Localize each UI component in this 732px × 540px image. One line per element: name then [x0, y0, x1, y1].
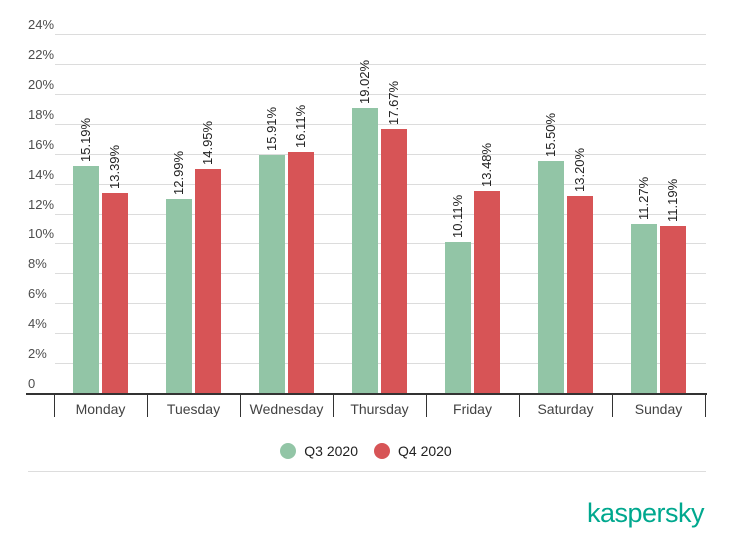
y-axis-label: 24% [28, 17, 55, 32]
y-axis-label: 10% [28, 226, 55, 242]
bar-value-label: 17.67% [385, 80, 401, 125]
gridline [55, 93, 706, 95]
bar-value-label: 11.19% [664, 178, 680, 222]
x-axis-tick [147, 393, 148, 417]
x-axis-tick [333, 393, 334, 417]
plot-area: 0 2% 4% 6% 8% 10% 12% 14% 16% 18% 20% 22% 24% 15.19% 1… [26, 17, 707, 417]
x-axis-line [26, 393, 707, 395]
x-axis-label-sunday: Sunday [634, 401, 683, 417]
bar-value-label: 13.20% [571, 147, 587, 192]
x-axis-label-thursday: Thursday [350, 401, 409, 417]
bar-q3-2020-tuesday [165, 198, 192, 393]
bar-q3-2020-sunday [630, 224, 657, 393]
y-axis-label: 16% [28, 136, 55, 152]
legend-swatch-q3-2020 [280, 443, 297, 459]
x-axis-tick [54, 393, 55, 417]
bar-q4-2020-monday [101, 192, 128, 393]
legend-item-q4-2020: Q4 2020 [374, 443, 452, 459]
y-axis-label: 12% [28, 196, 55, 212]
bar-q4-2020-thursday [380, 128, 407, 393]
x-axis-tick [519, 393, 520, 417]
bar-value-label: 13.39% [106, 144, 122, 189]
bar-q3-2020-wednesday [258, 155, 285, 393]
y-axis-label: 2% [28, 346, 47, 362]
x-axis-label-monday: Monday [75, 401, 126, 417]
legend-label: Q3 2020 [304, 443, 358, 459]
x-axis-tick [705, 393, 706, 417]
bar-value-label: 15.50% [542, 113, 558, 158]
gridline [55, 123, 706, 125]
legend-swatch-q4-2020 [374, 443, 390, 459]
bar-q3-2020-monday [72, 165, 99, 393]
y-axis-label: 8% [28, 256, 47, 272]
kaspersky-logo: kaspersky [586, 498, 705, 528]
y-axis-label: 6% [28, 286, 47, 302]
x-axis-tick [426, 393, 427, 417]
bar-value-label: 15.19% [77, 117, 93, 162]
bar-q4-2020-sunday [659, 225, 686, 393]
y-axis-label: 20% [28, 76, 55, 92]
bar-value-label: 14.95% [199, 121, 215, 166]
bar-value-label: 15.91% [263, 106, 279, 151]
bar-value-label: 11.27% [635, 177, 651, 221]
bar-q4-2020-wednesday [287, 152, 314, 393]
bar-value-label: 19.02% [356, 60, 372, 105]
y-axis-label: 0 [28, 376, 36, 391]
gridline [55, 34, 706, 35]
x-axis-label-wednesday: Wednesday [249, 401, 324, 417]
bar-q3-2020-thursday [351, 108, 378, 393]
y-axis-label: 22% [28, 46, 55, 62]
bar-value-label: 13.48% [478, 143, 494, 188]
bar-q4-2020-tuesday [194, 169, 221, 393]
x-axis-tick [612, 393, 613, 417]
x-axis-label-saturday: Saturday [537, 401, 594, 417]
bar-value-label: 16.11% [292, 104, 308, 149]
bar-q4-2020-friday [473, 191, 500, 393]
bar-value-label: 10.11% [449, 194, 465, 238]
bar-q4-2020-saturday [566, 195, 593, 393]
gridline [55, 63, 706, 65]
bar-value-label: 12.99% [170, 150, 186, 195]
footer-divider [28, 471, 706, 472]
x-axis-label-friday: Friday [453, 401, 492, 417]
chart-legend: Q3 2020 Q4 2020 [0, 441, 732, 461]
y-axis-label: 18% [28, 106, 55, 122]
y-axis-label: 4% [28, 316, 47, 332]
bar-q3-2020-saturday [537, 161, 564, 393]
legend-item-q3-2020: Q3 2020 [280, 443, 358, 459]
x-axis-label-tuesday: Tuesday [166, 401, 221, 417]
y-axis-label: 14% [28, 166, 55, 182]
legend-label: Q4 2020 [398, 443, 452, 459]
x-axis-tick [240, 393, 241, 417]
bar-q3-2020-friday [444, 241, 471, 393]
